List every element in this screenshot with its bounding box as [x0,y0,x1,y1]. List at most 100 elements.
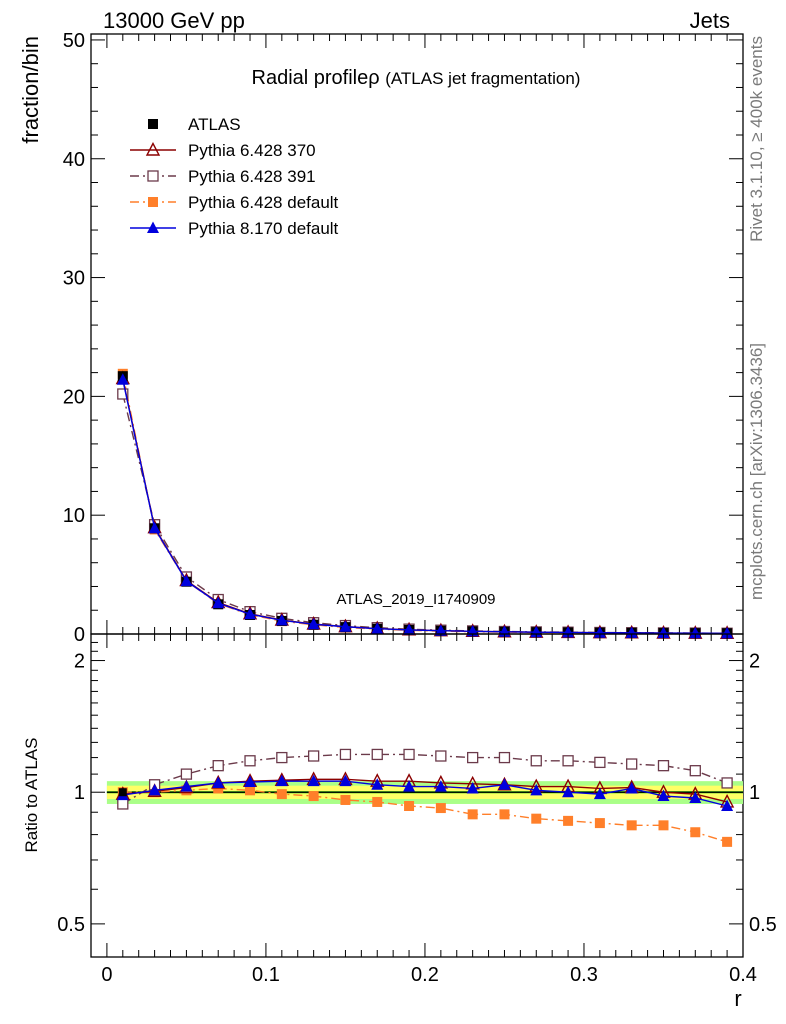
ratio-point-pythia-6-428-391 [117,798,129,810]
ratio-point-pythia-8-170-default [689,791,702,804]
ratio-point-pythia-6-428-391 [307,750,320,762]
ratio-point-pythia-6-428-391 [212,760,224,772]
ratio-point-pythia-6-428-391 [689,765,701,777]
data-point-pythia-8-170-default [339,620,352,632]
data-point-pythia-8-170-default [212,596,225,609]
ratio-point-pythia-6-428-391 [498,751,511,764]
legend-label-atlas: ATLAS [188,115,241,134]
ratio-y-tick-label: 1 [74,782,85,804]
ratio-y-axis-label: Ratio to ATLAS [22,738,41,853]
ratio-point-pythia-8-170-default [434,780,447,792]
chart-title: Radial profileρ (ATLAS jet fragmentation… [252,67,581,89]
data-point-pythia-8-170-default [148,521,161,534]
data-point-pythia-8-170-default [689,626,702,639]
ratio-point-pythia-8-170-default [275,774,288,787]
data-point-pythia-8-170-default [307,617,320,630]
ratio-y-tick-label: 2 [74,651,85,673]
ratio-point-pythia-6-428-default [690,827,701,838]
legend-marker-pythia-8-170-default [147,221,159,233]
ratio-point-pythia-6-428-default [594,818,605,829]
y-tick-label: 0 [74,624,85,646]
ratio-point-pythia-6-428-default [372,796,383,807]
ratio-point-pythia-6-428-391 [530,755,542,767]
ratio-point-pythia-6-428-default [563,815,574,826]
ratio-line-pythia-8-170-default [122,780,728,807]
legend-label-pythia-6-428-default: Pythia 6.428 default [188,193,339,212]
legend-label-pythia-8-170-default: Pythia 8.170 default [188,219,339,238]
legend-marker-pythia-6-428-default [148,197,158,207]
ratio-point-pythia-8-170-default [212,776,225,788]
ratio-y-tick-label-right: 0.5 [749,914,777,936]
ratio-point-pythia-6-428-default [404,800,415,811]
ratio-point-pythia-8-170-default [244,775,257,788]
data-point-pythia-8-170-default [625,626,638,638]
ratio-point-pythia-8-170-default [339,774,352,787]
ratio-point-pythia-6-428-default [308,791,319,802]
ratio-point-pythia-6-428-391 [562,755,574,767]
legend-label-pythia-6-428-391: Pythia 6.428 391 [188,167,316,186]
data-point-pythia-8-170-default [180,574,193,587]
ratio-point-pythia-8-170-default [593,787,606,800]
ratio-point-pythia-6-428-391 [435,750,447,762]
ratio-point-pythia-6-428-default [340,794,351,805]
ratio-point-pythia-6-428-391 [180,768,193,780]
data-point-pythia-8-170-default [116,373,129,385]
legend-marker-pythia-6-428-391 [147,170,159,182]
ratio-point-pythia-6-428-391 [371,748,383,761]
ratio-point-pythia-6-428-391 [626,758,638,770]
ratio-point-pythia-6-428-default [531,813,542,824]
ratio-point-pythia-8-170-default [657,789,670,802]
x-tick-label: 0.4 [729,964,757,986]
ratio-point-pythia-6-428-391 [244,755,256,767]
ratio-panel: 0 0.1 0.2 0.3 0.4 0.5 0.5 1 1 2 2 [57,633,777,986]
data-point-pythia-6-428-391 [117,388,129,400]
ratio-point-pythia-8-170-default [403,780,416,792]
ratio-point-pythia-6-428-default [499,809,510,820]
ratio-point-pythia-6-428-391 [657,760,670,772]
main-panel: 0 10 20 30 40 50 [63,30,744,646]
ratio-point-pythia-6-428-default [276,789,287,800]
y-tick-label: 10 [63,505,85,527]
x-tick-label: 0.2 [411,964,439,986]
data-point-pythia-8-170-default [403,623,416,635]
header-left: 13000 GeV pp [103,8,245,33]
ratio-point-pythia-6-428-default [245,785,256,796]
ratio-point-pythia-8-170-default [148,783,161,796]
ratio-y-tick-label-right: 1 [749,782,760,804]
ratio-point-pythia-8-170-default [498,778,511,790]
mcplots-label: mcplots.cern.ch [arXiv:1306.3436] [747,343,766,600]
data-point-pythia-8-170-default [244,607,257,620]
data-point-pythia-8-170-default [657,626,670,639]
y-tick-label: 30 [63,268,85,290]
ratio-point-pythia-8-170-default [562,785,575,798]
y-tick-label: 50 [63,30,85,52]
ratio-point-pythia-6-428-391 [721,777,733,789]
ratio-point-atlas [118,788,127,797]
data-point-pythia-8-170-default [371,622,384,634]
x-tick-label: 0.3 [570,964,598,986]
y-tick-label: 20 [63,386,85,408]
ratio-y-tick-label-right: 2 [749,651,760,673]
ratio-point-pythia-6-428-391 [403,748,415,761]
legend-label-pythia-6-428-370: Pythia 6.428 370 [188,141,316,160]
y-tick-label: 40 [63,149,85,171]
x-tick-label: 0 [101,964,112,986]
x-axis-label: r [734,986,741,1011]
x-tick-label: 0.1 [252,964,280,986]
ratio-point-pythia-8-170-default [307,774,320,787]
data-point-pythia-8-170-default [593,626,606,638]
ratio-point-pythia-8-170-default [625,781,638,794]
ratio-point-pythia-6-428-default [658,820,669,831]
y-axis-label: fraction/bin [18,36,43,144]
ratio-point-pythia-8-170-default [530,783,543,796]
ratio-point-pythia-6-428-391 [276,751,288,764]
data-point-pythia-8-170-default [275,613,288,626]
ratio-point-pythia-6-428-391 [467,751,479,764]
series-line-pythia-8-170-default [122,379,728,635]
legend-marker-atlas [148,119,158,129]
data-point-pythia-8-170-default [434,624,447,636]
ratio-point-pythia-8-170-default [371,778,384,790]
legend: ATLAS Pythia 6.428 370 Pythia 6.428 391 Pyt… [130,115,339,238]
ratio-y-tick-label: 0.5 [57,914,85,936]
ratio-point-pythia-8-170-default [466,781,479,794]
